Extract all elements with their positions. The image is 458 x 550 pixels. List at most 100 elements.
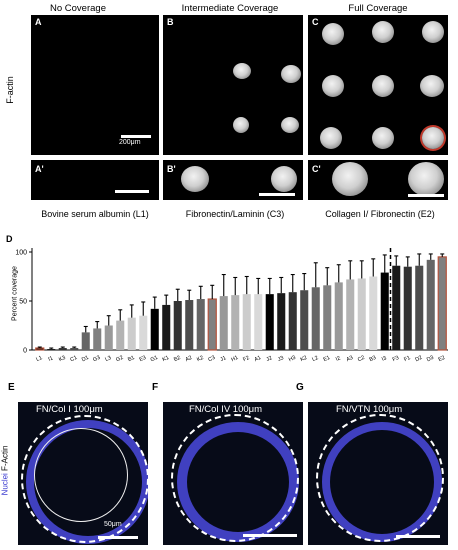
dashed-circle — [21, 415, 148, 543]
substrate-label-3: Collagen I/ Fibronectin (E2) — [325, 209, 435, 219]
x-tick-label: I3 — [381, 355, 388, 362]
panel-F-title: FN/Col IV 100μm — [189, 404, 263, 415]
y-tick-label: 0 — [23, 348, 27, 355]
bar — [35, 347, 45, 351]
x-tick-label: G2 — [115, 355, 124, 364]
cell-cluster — [372, 127, 394, 149]
cell-cluster — [322, 75, 344, 97]
bar — [403, 266, 412, 350]
x-tick-label: D3 — [426, 355, 435, 363]
x-tick-label: J1 — [219, 355, 227, 363]
x-tick-label: D1 — [81, 355, 90, 363]
x-tick-label: F3 — [392, 355, 400, 363]
inner-ring — [34, 428, 128, 522]
bar — [70, 348, 79, 350]
bar — [277, 293, 286, 350]
y-tick-label: 50 — [19, 299, 27, 306]
panel-F-label: F — [152, 382, 159, 393]
x-tick-label: E1 — [323, 355, 332, 363]
x-tick-label: E2 — [438, 355, 447, 363]
row-label-factin: F-actin — [5, 76, 15, 104]
x-tick-label: H3 — [288, 355, 297, 363]
bar — [288, 292, 297, 350]
panel-B: B — [163, 15, 303, 155]
x-tick-label: K2 — [300, 355, 309, 363]
bar — [242, 294, 251, 350]
bar — [219, 296, 228, 350]
bar — [185, 300, 194, 350]
bar — [127, 317, 136, 350]
scale-text: 200μm — [119, 139, 141, 146]
panel-G: FN/VTN 100μm — [308, 402, 448, 545]
x-tick-label: G3 — [92, 355, 101, 364]
bar — [415, 265, 424, 350]
cell-cluster — [332, 162, 368, 196]
scale-bar — [396, 535, 440, 538]
panel-C-prime-label: C' — [312, 164, 321, 174]
x-tick-label: L1 — [35, 355, 43, 363]
substrate-label-1: Bovine serum albumin (L1) — [41, 209, 149, 219]
bar — [311, 287, 320, 350]
col-title-intermediate: Intermediate Coverage — [181, 3, 279, 14]
x-tick-label: G1 — [150, 355, 159, 364]
panel-A-prime: A' — [31, 160, 159, 200]
x-tick-label: D2 — [414, 355, 423, 363]
scale-bar — [243, 534, 297, 537]
scale-bar — [408, 194, 444, 197]
x-tick-label: C3 — [207, 355, 216, 363]
bar — [380, 272, 389, 350]
nuclei-label: Nuclei — [0, 473, 10, 496]
x-tick-label: K3 — [58, 355, 67, 363]
bar — [104, 325, 113, 350]
x-tick-label: F2 — [242, 355, 250, 363]
cell-cluster — [271, 166, 297, 192]
bar — [150, 308, 159, 350]
col-title-full: Full Coverage — [348, 3, 408, 14]
bar — [334, 282, 343, 350]
cell-cluster — [281, 117, 299, 133]
cell-cluster — [372, 21, 394, 43]
bar — [231, 295, 240, 350]
cell-cluster — [320, 127, 342, 149]
panel-F: FN/Col IV 100μm — [163, 402, 303, 545]
scale-bar — [98, 536, 138, 539]
panel-B-prime-label: B' — [167, 164, 176, 174]
cell-cluster — [233, 117, 249, 133]
x-tick-label: C1 — [69, 355, 78, 363]
bar — [93, 328, 102, 350]
panel-G-title: FN/VTN 100μm — [336, 404, 403, 415]
x-tick-label: J2 — [265, 355, 273, 363]
bar — [437, 256, 447, 351]
cell-cluster — [281, 65, 301, 83]
x-tick-label: E3 — [139, 355, 148, 363]
bar — [207, 298, 217, 351]
cell-cluster — [420, 75, 444, 97]
x-tick-label: L2 — [311, 355, 319, 363]
cell-cluster — [181, 166, 209, 192]
bar — [346, 279, 355, 350]
cell-cluster-highlighted — [422, 127, 444, 149]
bar — [196, 299, 205, 350]
bar — [139, 315, 148, 350]
bar — [162, 304, 171, 350]
panel-G-label: G — [296, 382, 304, 393]
bar — [426, 259, 435, 350]
dashed-circle — [171, 414, 299, 542]
x-tick-label: B2 — [173, 355, 182, 363]
bar — [81, 332, 90, 350]
panel-E-title: FN/Col I 100μm — [36, 404, 103, 415]
bar — [173, 301, 182, 350]
bar — [265, 294, 274, 350]
panel-A: A 200μm — [31, 15, 159, 155]
bar — [392, 265, 401, 350]
bar — [300, 290, 309, 350]
x-tick-label: F1 — [403, 355, 411, 363]
x-tick-label: B3 — [369, 355, 378, 363]
x-tick-label: H1 — [230, 355, 239, 363]
panel-A-label: A — [35, 17, 42, 27]
panel-D-label: D — [6, 234, 13, 244]
cell-cluster — [422, 21, 444, 43]
bar — [323, 285, 332, 350]
panel-B-label: B — [167, 17, 174, 27]
